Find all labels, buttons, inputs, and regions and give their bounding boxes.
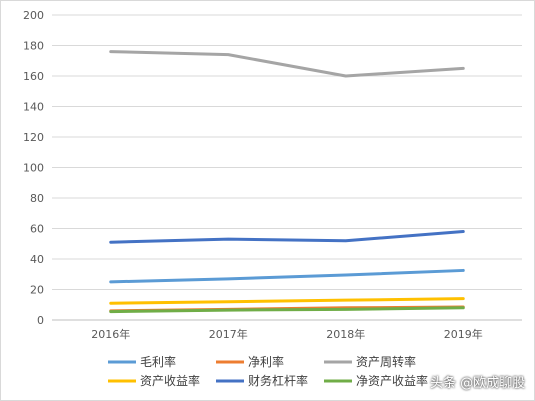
y-tick-label: 40 [30,253,44,266]
legend-label: 净资产收益率 [356,373,428,388]
series-lines [109,50,465,314]
x-axis-ticks: 2016年 2017年 2018年 2019年 [91,327,483,341]
y-tick-label: 0 [37,314,44,327]
series-line [109,297,465,305]
y-tick-label: 60 [30,223,44,236]
y-tick-label: 200 [23,9,44,22]
y-tick-label: 140 [23,101,44,114]
series-line [109,50,465,78]
y-tick-label: 160 [23,70,44,83]
y-tick-label: 100 [23,162,44,175]
y-tick-label: 20 [30,284,44,297]
x-tick-label: 2018年 [326,327,365,341]
watermark: 头条 @欧成聊股 [430,376,526,391]
y-tick-label: 180 [23,40,44,53]
y-axis-ticks: 0 20 40 60 80 100 120 140 160 180 200 [23,9,44,327]
gridlines [52,14,522,321]
x-tick-label: 2016年 [91,327,130,341]
legend-label: 财务杠杆率 [248,373,308,388]
series-line [109,230,465,244]
legend-label: 资产收益率 [140,373,200,388]
x-tick-label: 2017年 [209,327,248,341]
legend-label: 资产周转率 [356,354,416,369]
series-line [109,268,465,284]
legend-label: 净利率 [248,354,284,369]
x-tick-label: 2019年 [444,327,483,341]
y-tick-label: 120 [23,131,44,144]
series-line [109,306,465,314]
legend-label: 毛利率 [140,354,176,369]
y-tick-label: 80 [30,192,44,205]
